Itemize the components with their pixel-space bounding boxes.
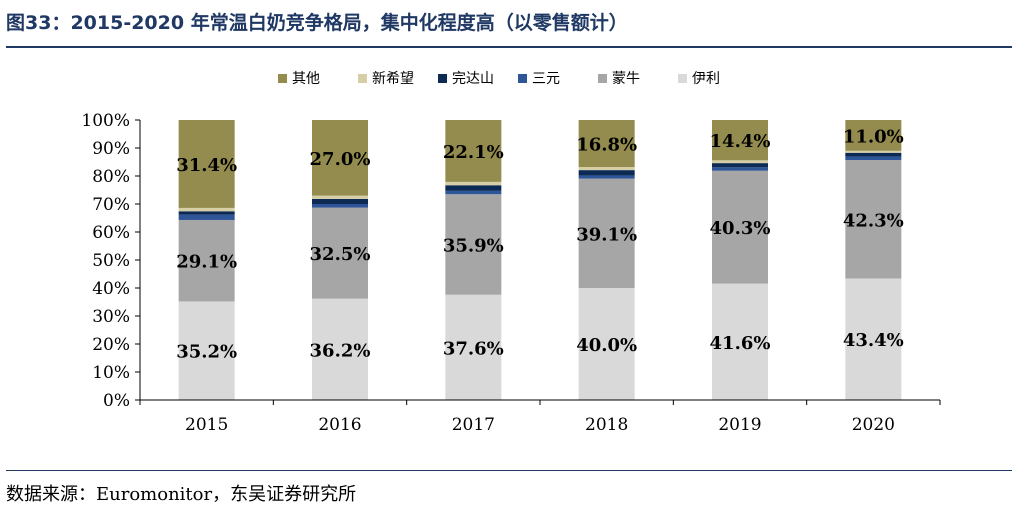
y-tick-label: 10% bbox=[92, 363, 130, 383]
bar-segment bbox=[845, 152, 902, 157]
legend-label: 新希望 bbox=[372, 71, 414, 87]
bar-area: 35.2% 29.1% 31.4% 36.2% 32.5% 27.0% 37.6% 35.9%… bbox=[176, 120, 904, 400]
x-tick-label: 2016 bbox=[318, 415, 361, 435]
chart-title: 图33：2015-2020 年常温白奶竞争格局，集中化程度高（以零售额计） bbox=[6, 12, 628, 34]
bar-segment bbox=[178, 207, 235, 212]
y-tick-label: 50% bbox=[92, 251, 130, 271]
data-label: 27.0% bbox=[310, 149, 371, 170]
data-label: 35.9% bbox=[443, 235, 504, 256]
data-label: 22.1% bbox=[443, 142, 504, 163]
bar-segment bbox=[845, 150, 902, 153]
data-label: 11.0% bbox=[843, 126, 904, 147]
legend-swatch bbox=[518, 74, 527, 83]
bar-segment bbox=[178, 301, 235, 400]
y-tick-label: 80% bbox=[92, 167, 130, 187]
x-tick-label: 2017 bbox=[452, 415, 495, 435]
y-tick-label: 40% bbox=[92, 279, 130, 299]
bar-segment bbox=[178, 214, 235, 220]
bar-segment bbox=[712, 120, 768, 161]
data-label: 14.4% bbox=[710, 131, 771, 152]
legend-label: 其他 bbox=[292, 71, 320, 87]
legend-label: 完达山 bbox=[452, 71, 494, 87]
data-label: 35.2% bbox=[176, 342, 237, 363]
bar-segment bbox=[845, 120, 902, 151]
source-note: 数据来源：Euromonitor，东吴证券研究所 bbox=[6, 484, 357, 505]
bar-segment bbox=[845, 278, 902, 400]
data-label: 41.6% bbox=[710, 333, 771, 354]
data-label: 36.2% bbox=[310, 340, 371, 361]
bar-segment bbox=[712, 160, 768, 164]
y-tick-label: 30% bbox=[92, 307, 130, 327]
x-tick-label: 2019 bbox=[718, 415, 761, 435]
bar-segment bbox=[712, 167, 768, 171]
x-tick-label: 2015 bbox=[185, 415, 228, 435]
data-label: 32.5% bbox=[310, 244, 371, 265]
data-label: 40.3% bbox=[710, 218, 771, 239]
bar-segment bbox=[312, 207, 368, 299]
data-label: 42.3% bbox=[843, 210, 904, 231]
bar-segment bbox=[712, 163, 768, 168]
y-tick-label: 100% bbox=[81, 111, 130, 131]
chart-legend: 其他 新希望 完达山 三元 蒙牛 伊利 bbox=[278, 71, 720, 87]
bar-segment bbox=[312, 298, 368, 400]
legend-label: 三元 bbox=[532, 71, 560, 87]
y-tick-label: 0% bbox=[103, 391, 130, 411]
bar-segment bbox=[178, 219, 235, 302]
bar-segment bbox=[578, 167, 635, 171]
bar-segment bbox=[712, 170, 768, 284]
data-label: 16.8% bbox=[576, 135, 637, 156]
x-tick-label: 2018 bbox=[585, 415, 628, 435]
stacked-bar-chart: 其他 新希望 完达山 三元 蒙牛 伊利 0% 10% 20% 30% 40% 50% 60% 70% 80… bbox=[81, 71, 941, 435]
legend-swatch bbox=[278, 74, 287, 83]
bar-segment bbox=[845, 156, 902, 161]
bar-segment bbox=[445, 294, 502, 400]
bar-segment bbox=[445, 194, 502, 295]
bar-segment bbox=[578, 288, 635, 400]
y-tick-label: 70% bbox=[92, 195, 130, 215]
bar-segment bbox=[312, 195, 368, 199]
bar-segment bbox=[178, 211, 235, 215]
bar-segment bbox=[312, 204, 368, 208]
y-axis: 0% 10% 20% 30% 40% 50% 60% 70% 80% 90% 100% bbox=[81, 111, 141, 411]
data-label: 40.0% bbox=[576, 335, 637, 356]
bar-segment bbox=[312, 120, 368, 196]
data-label: 29.1% bbox=[176, 252, 237, 273]
data-label: 39.1% bbox=[576, 224, 637, 245]
bar-segment bbox=[445, 185, 502, 191]
source-rule bbox=[6, 470, 1012, 471]
data-label: 43.4% bbox=[843, 330, 904, 351]
bar-segment bbox=[845, 160, 902, 279]
bar-segment bbox=[578, 175, 635, 179]
title-rule bbox=[6, 46, 1012, 48]
legend-label: 蒙牛 bbox=[612, 71, 640, 87]
bar-segment bbox=[445, 181, 502, 186]
bar-segment bbox=[578, 178, 635, 288]
bar-segment bbox=[578, 120, 635, 168]
legend-swatch bbox=[598, 74, 607, 83]
y-tick-label: 20% bbox=[92, 335, 130, 355]
x-axis: 2015 2016 2017 2018 2019 2020 bbox=[139, 399, 941, 435]
data-label: 37.6% bbox=[443, 338, 504, 359]
x-tick-label: 2020 bbox=[852, 415, 895, 435]
y-tick-label: 90% bbox=[92, 139, 130, 159]
bar-segment bbox=[445, 120, 502, 182]
legend-swatch bbox=[678, 74, 687, 83]
bar-segment bbox=[712, 283, 768, 400]
bar-segment bbox=[312, 198, 368, 204]
bar-segment bbox=[445, 190, 502, 195]
data-label: 31.4% bbox=[176, 155, 237, 176]
bar-segment bbox=[578, 170, 635, 176]
bar-segment bbox=[178, 120, 235, 208]
y-tick-label: 60% bbox=[92, 223, 130, 243]
legend-swatch bbox=[438, 74, 447, 83]
legend-label: 伊利 bbox=[692, 71, 720, 87]
legend-swatch bbox=[358, 74, 367, 83]
